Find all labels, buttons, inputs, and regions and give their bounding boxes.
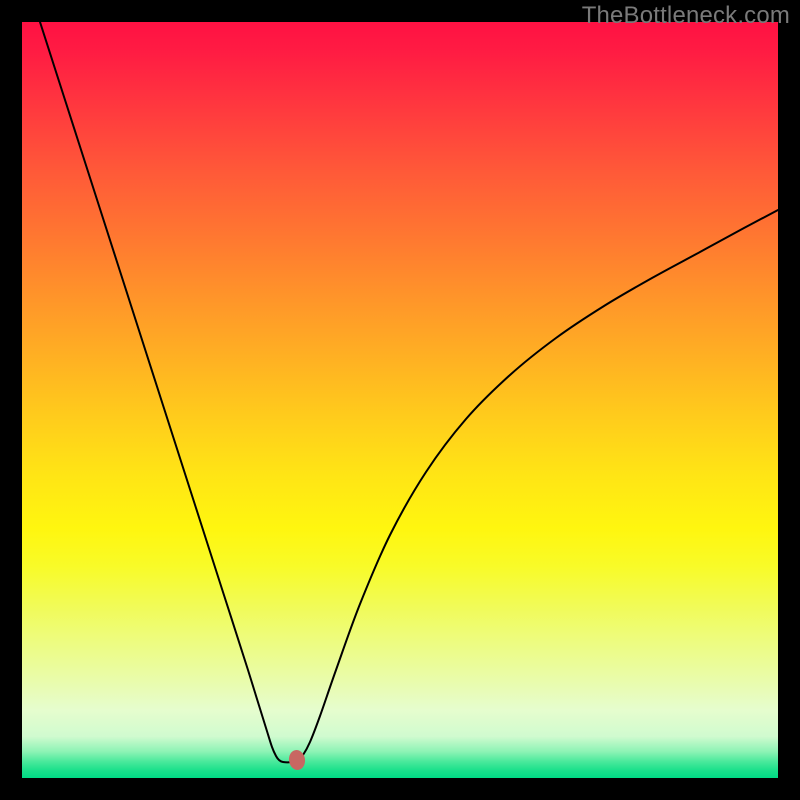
bottleneck-chart bbox=[0, 0, 800, 800]
chart-stage: TheBottleneck.com bbox=[0, 0, 800, 800]
gradient-background bbox=[22, 22, 778, 778]
watermark-text: TheBottleneck.com bbox=[582, 2, 790, 30]
